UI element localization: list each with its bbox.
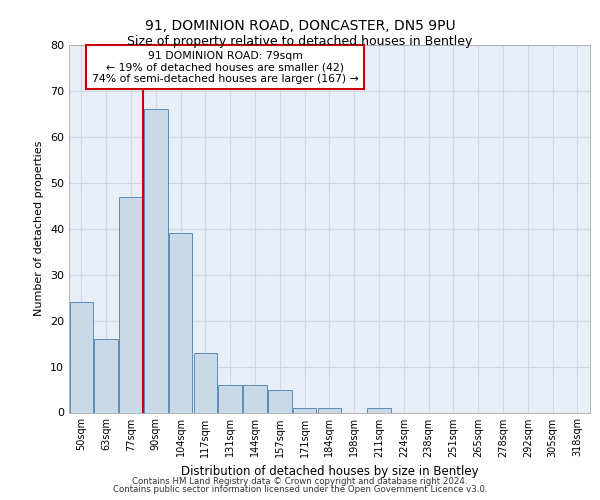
Text: Contains public sector information licensed under the Open Government Licence v3: Contains public sector information licen… <box>113 485 487 494</box>
Bar <box>144 110 167 412</box>
Bar <box>119 196 143 412</box>
Y-axis label: Number of detached properties: Number of detached properties <box>34 141 44 316</box>
Text: 91, DOMINION ROAD, DONCASTER, DN5 9PU: 91, DOMINION ROAD, DONCASTER, DN5 9PU <box>145 19 455 33</box>
Bar <box>218 385 242 412</box>
Text: Size of property relative to detached houses in Bentley: Size of property relative to detached ho… <box>127 35 473 48</box>
Bar <box>293 408 316 412</box>
Bar <box>268 390 292 412</box>
Bar <box>70 302 93 412</box>
Bar <box>194 353 217 412</box>
Text: Contains HM Land Registry data © Crown copyright and database right 2024.: Contains HM Land Registry data © Crown c… <box>132 477 468 486</box>
Bar <box>243 385 267 412</box>
Bar <box>169 234 193 412</box>
Bar <box>317 408 341 412</box>
Bar <box>367 408 391 412</box>
X-axis label: Distribution of detached houses by size in Bentley: Distribution of detached houses by size … <box>181 465 478 478</box>
Bar <box>94 339 118 412</box>
Text: 91 DOMINION ROAD: 79sqm
← 19% of detached houses are smaller (42)
74% of semi-de: 91 DOMINION ROAD: 79sqm ← 19% of detache… <box>92 50 359 84</box>
